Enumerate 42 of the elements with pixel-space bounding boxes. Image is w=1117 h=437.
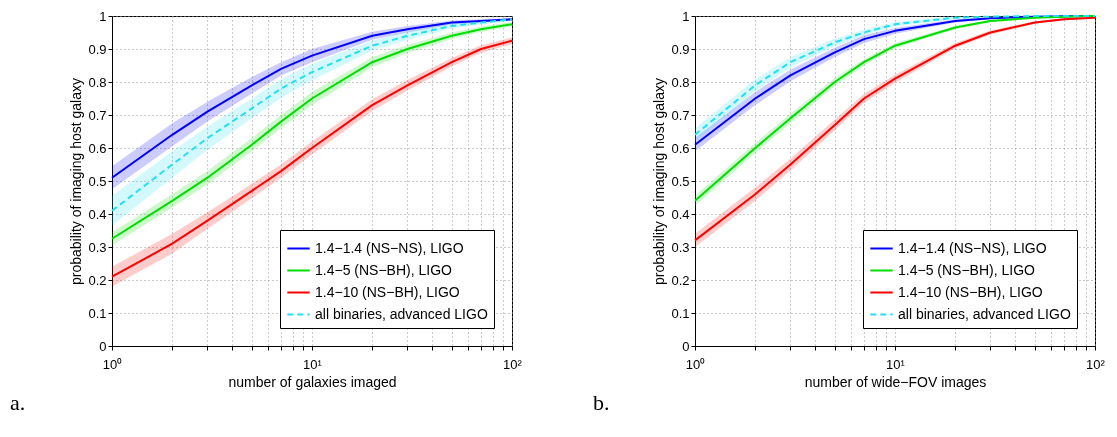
x-tick-label: 10² xyxy=(503,356,523,372)
legend-label: all binaries, advanced LIGO xyxy=(898,305,1071,322)
y-axis-title: probability of imaging host galaxy xyxy=(651,77,668,286)
legend-label: 1.4−10 (NS−BH), LIGO xyxy=(898,283,1043,300)
text: b. xyxy=(592,390,610,415)
y-tick-label: 0.5 xyxy=(671,173,690,189)
text: a. xyxy=(9,390,26,415)
y-tick-label: 0 xyxy=(682,338,690,354)
y-tick-label: 0.3 xyxy=(88,239,107,255)
y-tick-label: 1 xyxy=(99,8,107,24)
y-tick-label: 0.3 xyxy=(671,239,690,255)
x-tick-label: 10¹ xyxy=(886,356,906,372)
legend-label: 1.4−1.4 (NS−NS), LIGO xyxy=(315,239,464,256)
x-tick-label: 10¹ xyxy=(303,356,323,372)
y-tick-label: 0.1 xyxy=(671,305,690,321)
x-tick-label: 10² xyxy=(1086,356,1106,372)
x-axis-title: number of wide−FOV images xyxy=(804,373,987,390)
y-tick-label: 0.4 xyxy=(88,206,107,222)
y-tick-label: 0.9 xyxy=(671,41,690,57)
y-tick-label: 0 xyxy=(99,338,107,354)
y-tick-label: 0.8 xyxy=(88,74,107,90)
y-axis-title: probability of imaging host galaxy xyxy=(68,77,85,286)
y-tick-label: 1 xyxy=(682,8,690,24)
y-tick-label: 0.2 xyxy=(671,272,690,288)
y-tick-label: 0.4 xyxy=(671,206,690,222)
legend-label: 1.4−5 (NS−BH), LIGO xyxy=(315,261,453,278)
legend-label: 1.4−5 (NS−BH), LIGO xyxy=(898,261,1036,278)
y-tick-label: 0.1 xyxy=(88,305,107,321)
y-tick-label: 0.7 xyxy=(671,107,690,123)
x-axis-title: number of galaxies imaged xyxy=(228,373,397,390)
y-tick-label: 0.6 xyxy=(88,140,107,156)
y-tick-label: 0.2 xyxy=(88,272,107,288)
y-tick-label: 0.9 xyxy=(88,41,107,57)
legend-label: 1.4−10 (NS−BH), LIGO xyxy=(315,283,460,300)
y-tick-label: 0.8 xyxy=(671,74,690,90)
x-tick-label: 10⁰ xyxy=(685,356,706,372)
x-tick-label: 10⁰ xyxy=(102,356,123,372)
legend-label: 1.4−1.4 (NS−NS), LIGO xyxy=(898,239,1047,256)
y-tick-label: 0.7 xyxy=(88,107,107,123)
y-tick-label: 0.5 xyxy=(88,173,107,189)
legend-label: all binaries, advanced LIGO xyxy=(315,305,488,322)
y-tick-label: 0.6 xyxy=(671,140,690,156)
